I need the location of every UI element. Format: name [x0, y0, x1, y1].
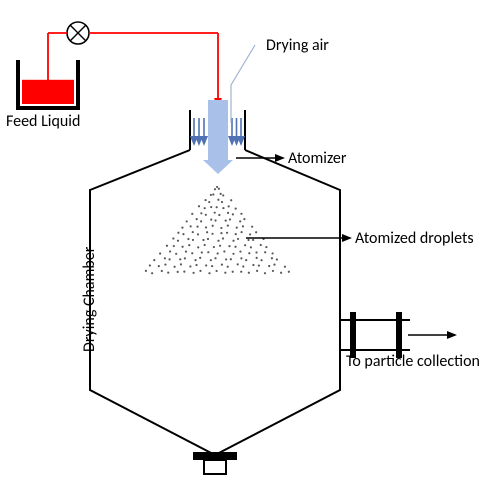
label-to-particle-collection: To particle collection [346, 352, 480, 371]
label-drying-air: Drying air [266, 36, 329, 55]
label-atomized-droplets: Atomized droplets [355, 229, 474, 248]
droplet-cloud [145, 186, 290, 274]
label-atomizer: Atomizer [288, 149, 346, 168]
atomizer [203, 100, 233, 174]
callout-drying-air [231, 45, 255, 123]
label-drying-chamber: Drying Chamber [80, 247, 99, 352]
pump-icon [67, 22, 89, 44]
label-feed-liquid: Feed Liquid [6, 112, 80, 131]
